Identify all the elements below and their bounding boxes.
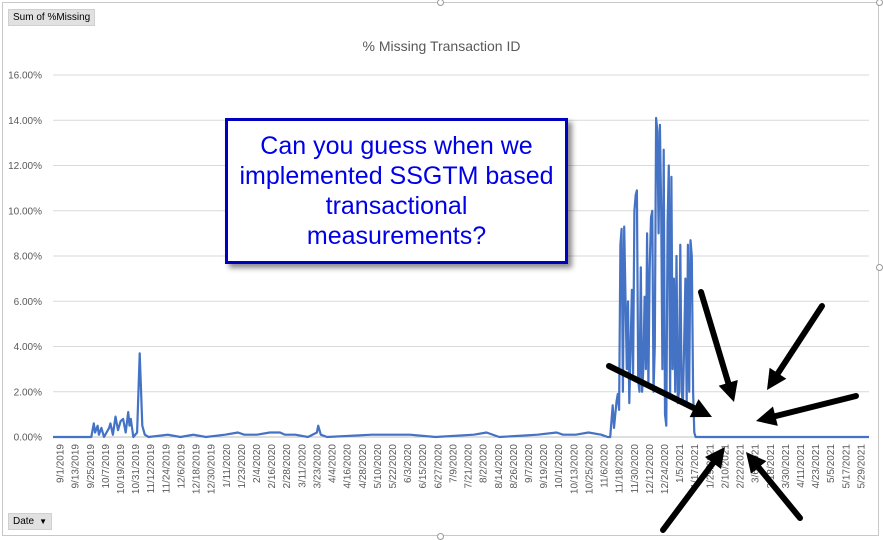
- x-tick-label: 9/1/2019: [56, 444, 67, 483]
- x-tick-label: 10/31/2019: [131, 444, 142, 494]
- y-axis-labels: 0.00% 2.00% 4.00% 6.00% 8.00% 10.00% 12.00% 14.…: [8, 71, 42, 444]
- arrow-shaft: [755, 464, 803, 521]
- axis-field-button[interactable]: Date ▼: [8, 513, 53, 530]
- arrow-shaft: [698, 289, 732, 386]
- x-tick-label: 11/30/2020: [630, 444, 641, 494]
- y-tick-label: 0.00%: [14, 433, 42, 444]
- x-tick-label: 4/28/2020: [358, 444, 369, 489]
- y-tick-label: 8.00%: [14, 252, 42, 263]
- x-tick-label: 2/16/2020: [267, 444, 278, 489]
- x-tick-label: 1/17/2021: [690, 444, 701, 489]
- arrow-head: [756, 406, 778, 426]
- x-tick-label: 6/27/2020: [433, 444, 444, 489]
- x-tick-label: 5/5/2021: [826, 444, 837, 483]
- x-tick-label: 10/7/2019: [101, 444, 112, 489]
- y-tick-label: 6.00%: [14, 297, 42, 308]
- arrow-annotations: [606, 289, 859, 533]
- values-field-button[interactable]: Sum of %Missing: [8, 9, 96, 26]
- x-tick-label: 4/23/2021: [811, 444, 822, 489]
- x-tick-label: 10/25/2020: [584, 444, 595, 494]
- arrow-shaft: [772, 393, 859, 420]
- x-tick-label: 2/10/2021: [720, 444, 731, 489]
- series-layer: [53, 116, 869, 439]
- x-tick-label: 12/6/2019: [176, 444, 187, 489]
- x-tick-label: 9/13/2019: [71, 444, 82, 489]
- x-tick-label: 3/18/2021: [766, 444, 777, 489]
- arrow-head: [767, 367, 787, 390]
- x-tick-label: 8/26/2020: [509, 444, 520, 489]
- x-tick-label: 9/19/2020: [539, 444, 550, 489]
- x-tick-label: 5/29/2021: [856, 444, 867, 489]
- x-tick-label: 3/11/2020: [297, 444, 308, 488]
- x-tick-label: 10/19/2019: [116, 444, 127, 494]
- y-tick-label: 4.00%: [14, 342, 42, 353]
- x-tick-label: 11/18/2020: [615, 444, 626, 494]
- x-tick-label: 10/13/2020: [569, 444, 580, 494]
- x-tick-label: 1/5/2021: [675, 444, 686, 483]
- x-tick-label: 5/10/2020: [373, 444, 384, 489]
- x-tick-label: 1/11/2020: [222, 444, 233, 488]
- arrow-head: [746, 452, 767, 474]
- x-tick-label: 9/7/2020: [524, 444, 535, 483]
- x-tick-label: 11/6/2020: [600, 444, 611, 488]
- x-tick-label: 4/11/2021: [796, 444, 807, 488]
- y-tick-label: 16.00%: [8, 71, 42, 82]
- x-tick-label: 6/3/2020: [403, 444, 414, 483]
- x-tick-label: 11/24/2019: [161, 444, 172, 494]
- callout-text: Can you guess when we implemented SSGTM …: [239, 132, 554, 250]
- values-field-label: Sum of %Missing: [13, 12, 91, 23]
- x-tick-label: 8/14/2020: [494, 444, 505, 489]
- x-tick-label: 5/17/2021: [841, 444, 852, 489]
- axis-field-label: Date: [13, 516, 35, 527]
- y-tick-label: 12.00%: [8, 161, 42, 172]
- x-tick-label: 4/4/2020: [328, 444, 339, 483]
- x-tick-label: 7/9/2020: [448, 444, 459, 483]
- arrow-head: [705, 447, 725, 470]
- chart-title: % Missing Transaction ID: [362, 38, 521, 54]
- arrow-shaft: [774, 303, 825, 377]
- x-axis-labels: 9/1/2019 9/13/2019 9/25/2019 10/7/2019 10/19…: [56, 444, 868, 494]
- x-tick-label: 10/1/2020: [554, 444, 565, 489]
- arrow-shaft: [660, 460, 717, 533]
- arrow-shaft: [606, 363, 698, 412]
- series-line: [53, 116, 869, 439]
- x-tick-label: 12/12/2020: [645, 444, 656, 494]
- x-tick-label: 2/28/2020: [282, 444, 293, 489]
- x-tick-label: 12/18/2019: [192, 444, 203, 494]
- x-tick-label: 4/16/2020: [343, 444, 354, 489]
- y-tick-label: 2.00%: [14, 387, 42, 398]
- x-tick-label: 6/15/2020: [418, 444, 429, 489]
- y-tick-label: 10.00%: [8, 206, 42, 217]
- x-tick-label: 9/25/2019: [86, 444, 97, 489]
- x-tick-label: 11/12/2019: [146, 444, 157, 494]
- dropdown-arrow-icon: ▼: [39, 517, 48, 526]
- x-tick-label: 7/21/2020: [464, 444, 475, 489]
- x-tick-label: 1/23/2020: [237, 444, 248, 489]
- x-tick-label: 2/22/2021: [736, 444, 747, 489]
- annotation-callout: Can you guess when we implemented SSGTM …: [225, 118, 568, 264]
- x-tick-label: 12/24/2020: [660, 444, 671, 494]
- y-tick-label: 14.00%: [8, 116, 42, 127]
- x-tick-label: 5/22/2020: [388, 444, 399, 489]
- arrow-head: [718, 379, 738, 402]
- x-tick-label: 8/2/2020: [479, 444, 490, 483]
- arrow-head: [689, 399, 712, 418]
- resize-handle-top[interactable]: [437, 0, 444, 6]
- x-tick-label: 12/30/2019: [207, 444, 218, 494]
- x-tick-label: 3/23/2020: [312, 444, 323, 489]
- x-tick-label: 2/4/2020: [252, 444, 263, 483]
- x-tick-label: 3/30/2021: [781, 444, 792, 489]
